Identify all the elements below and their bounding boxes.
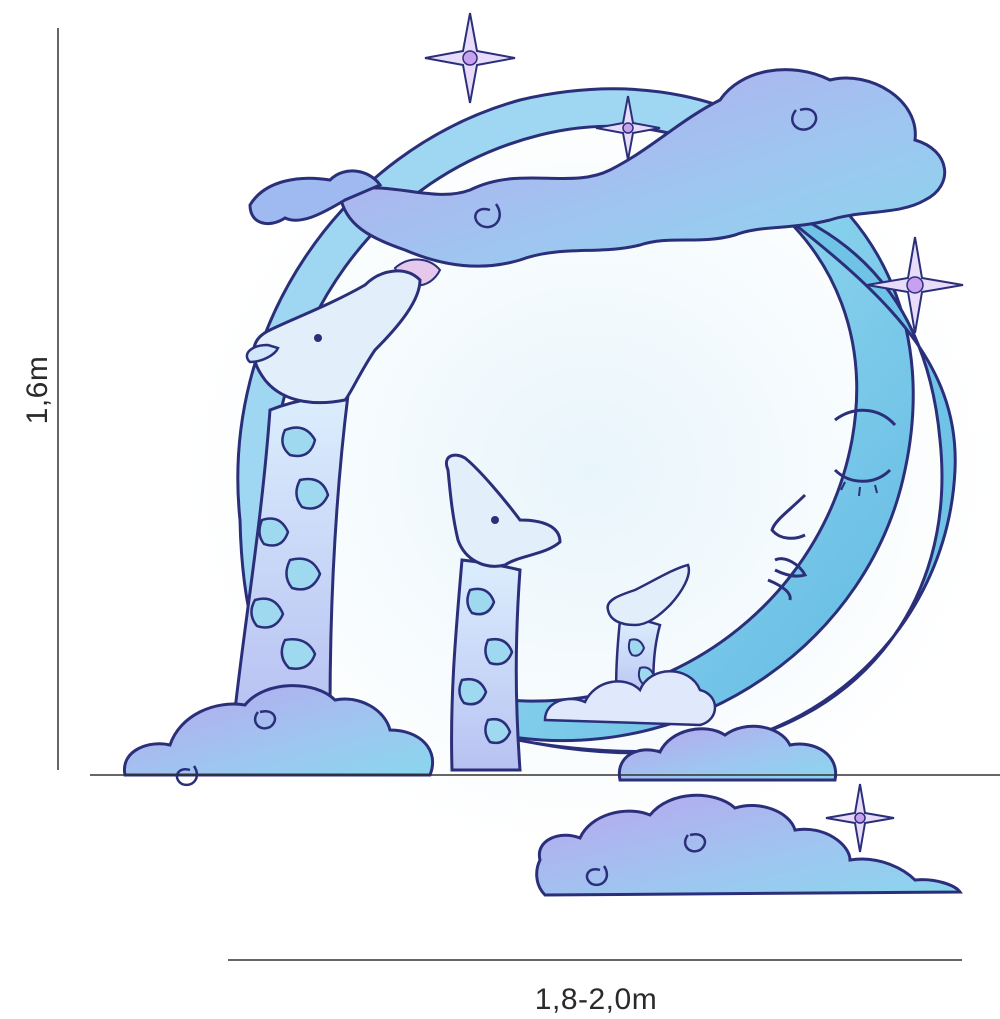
- lower-cloud-swirl: [585, 832, 707, 887]
- medium-giraffe-eye: [491, 516, 499, 524]
- moon-tip-cloud: [617, 724, 838, 782]
- crescent-moon: [457, 162, 915, 743]
- small-cloud: [543, 670, 717, 727]
- moon-nose: [770, 493, 807, 540]
- moon-eyebrow: [834, 408, 897, 427]
- tall-giraffe-spots: [250, 426, 330, 670]
- lower-cloud: [535, 793, 963, 897]
- top-cloud-swirl: [474, 107, 818, 229]
- small-giraffe-head: [606, 563, 691, 627]
- moon-closed-eye: [833, 468, 892, 483]
- moon-eyelash: [840, 481, 878, 497]
- medium-giraffe-head: [445, 453, 562, 568]
- height-label: 1,6m: [21, 355, 54, 425]
- top-cloud-band: [338, 68, 947, 268]
- tall-giraffe-ear: [245, 343, 280, 364]
- sparkle-star-icon: [595, 95, 661, 161]
- left-cloud-wisp: [248, 169, 383, 226]
- tall-giraffe-eye: [314, 334, 322, 342]
- moon-lips: [767, 557, 808, 601]
- medium-giraffe-neck: [450, 558, 522, 772]
- tall-giraffe-head: [252, 269, 422, 405]
- sparkle-star-icon: [825, 783, 895, 853]
- bottom-left-cloud: [123, 684, 435, 777]
- width-label: 1,8-2,0m: [534, 983, 658, 1016]
- sparkle-star-icon: [866, 236, 964, 334]
- sparkle-star-icon: [424, 12, 516, 104]
- medium-giraffe-spots: [458, 587, 514, 745]
